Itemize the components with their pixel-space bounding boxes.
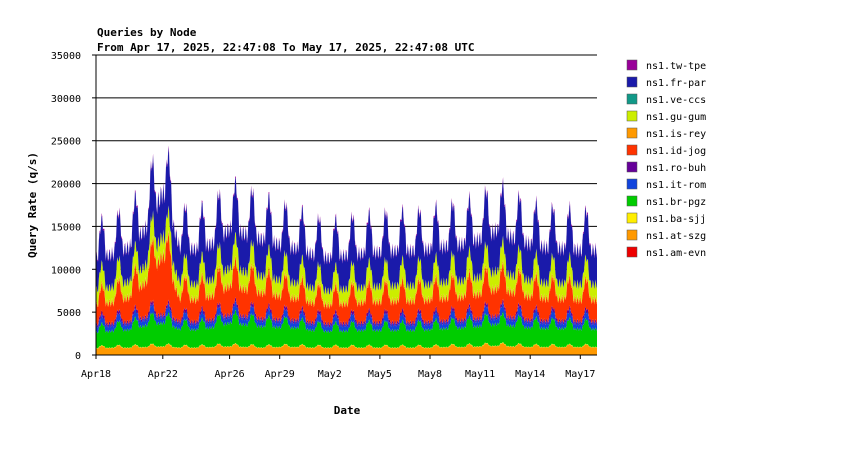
x-tick-label-1: Apr22 — [148, 369, 178, 380]
x-tick-label-8: May14 — [515, 369, 545, 380]
y-tick-label-1: 5000 — [57, 308, 81, 319]
legend-swatch-ns1.is-rey — [626, 127, 638, 139]
y-tick-label-3: 15000 — [51, 222, 81, 233]
legend-swatch-ns1.fr-par — [626, 76, 638, 88]
legend-swatch-ns1.ro-buh — [626, 161, 638, 173]
area-ns1.ba-sjj — [96, 341, 597, 349]
legend-label-ns1.gu-gum: ns1.gu-gum — [646, 112, 706, 123]
y-tick-label-4: 20000 — [51, 180, 81, 191]
area-ns1.it-rom — [96, 301, 597, 334]
legend-swatch-ns1.am-evn — [626, 246, 638, 258]
legend-swatch-ns1.ve-ccs — [626, 93, 638, 105]
y-tick-label-2: 10000 — [51, 265, 81, 276]
chart-subtitle: From Apr 17, 2025, 22:47:08 To May 17, 2… — [97, 41, 475, 54]
x-axis-label: Date — [334, 404, 361, 417]
legend-swatch-ns1.br-pgz — [626, 195, 638, 207]
y-tick-labels: 0 5000 10000 15000 20000 25000 30000 35000 — [51, 51, 96, 362]
legend-label-ns1.id-jog: ns1.id-jog — [646, 146, 706, 157]
legend-label-ns1.ro-buh: ns1.ro-buh — [646, 163, 706, 174]
legend-swatch-ns1.gu-gum — [626, 110, 638, 122]
area-ns1.gu-gum — [96, 205, 597, 308]
legend-swatch-ns1.tw-tpe — [626, 59, 638, 71]
area-ns1.fr-par — [96, 147, 597, 295]
axes — [95, 55, 597, 356]
x-tick-label-2: Apr26 — [215, 369, 245, 380]
legend-swatch-ns1.at-szg — [626, 229, 638, 241]
x-tick-label-4: May2 — [318, 369, 342, 380]
legend-label-ns1.it-rom: ns1.it-rom — [646, 180, 706, 191]
legend-swatch-ns1.ba-sjj — [626, 212, 638, 224]
area-ns1.at-szg — [96, 342, 597, 355]
chart-title: Queries by Node — [97, 26, 197, 39]
y-tick-label-7: 35000 — [51, 51, 81, 62]
legend-label-ns1.ba-sjj: ns1.ba-sjj — [646, 214, 706, 225]
y-tick-label-5: 25000 — [51, 137, 81, 148]
x-tick-label-3: Apr29 — [265, 369, 295, 380]
legend-label-ns1.am-evn: ns1.am-evn — [646, 248, 706, 259]
legend: ns1.tw-tpe ns1.fr-par ns1.ve-ccs ns1.gu-gum… — [626, 59, 706, 259]
legend-label-ns1.fr-par: ns1.fr-par — [646, 78, 706, 89]
x-tick-label-5: May5 — [368, 369, 392, 380]
x-tick-label-0: Apr18 — [81, 369, 111, 380]
area-ns1.br-pgz — [96, 310, 597, 349]
legend-swatch-ns1.it-rom — [626, 178, 638, 190]
legend-label-ns1.is-rey: ns1.is-rey — [646, 129, 706, 140]
x-tick-label-7: May11 — [465, 369, 495, 380]
x-tick-label-9: May17 — [565, 369, 595, 380]
x-tick-label-6: May8 — [418, 369, 442, 380]
legend-swatch-ns1.id-jog — [626, 144, 638, 156]
y-tick-label-6: 30000 — [51, 94, 81, 105]
area-ns1.id-jog — [96, 232, 597, 326]
legend-label-ns1.at-szg: ns1.at-szg — [646, 231, 706, 242]
stacked-areas — [96, 145, 597, 355]
y-tick-label-0: 0 — [75, 351, 81, 362]
y-axis-label: Query Rate (q/s) — [26, 152, 39, 258]
legend-label-ns1.ve-ccs: ns1.ve-ccs — [646, 95, 706, 106]
x-tick-labels: Apr18 Apr22 Apr26 Apr29 May2 May5 May8 May11 May… — [81, 355, 595, 380]
legend-label-ns1.tw-tpe: ns1.tw-tpe — [646, 61, 706, 72]
legend-label-ns1.br-pgz: ns1.br-pgz — [646, 197, 706, 208]
